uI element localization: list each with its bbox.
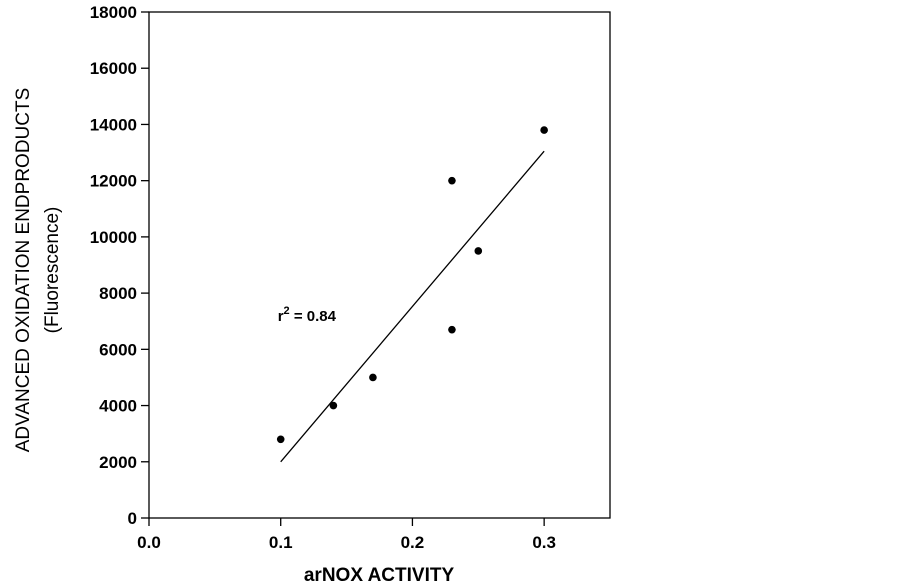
data-point: [329, 401, 338, 410]
data-point: [474, 247, 483, 255]
y-tick-label: 14000: [90, 115, 137, 134]
y-axis: 0 2000 4000 6000 8000 10000 12000 14000 16000 180…: [90, 3, 149, 528]
y-tick-label: 18000: [90, 3, 137, 22]
y-tick-label: 12000: [90, 172, 137, 191]
data-point: [540, 126, 548, 134]
x-tick-label: 0.3: [532, 533, 556, 552]
plot-frame: [148, 11, 611, 519]
regression-line: [280, 150, 545, 463]
x-axis: 0.0 0.1 0.2 0.3: [137, 518, 556, 552]
y-tick-label: 10000: [90, 228, 137, 247]
y-tick-label: 8000: [99, 284, 137, 303]
data-point: [276, 435, 285, 444]
x-tick-label: 0.0: [137, 533, 161, 552]
y-tick-label: 4000: [99, 397, 137, 416]
y-tick-label: 16000: [90, 59, 137, 78]
y-tick-label: 0: [128, 509, 137, 528]
x-axis-title: arNOX ACTIVITY: [304, 565, 455, 585]
data-points: [276, 126, 548, 444]
data-point: [448, 176, 456, 185]
data-point: [448, 325, 456, 334]
y-axis-title-line1: ADVANCED OXIDATION ENDPRODUCTS: [13, 88, 34, 453]
y-tick-label: 6000: [99, 340, 137, 359]
x-tick-label: 0.1: [269, 533, 293, 552]
data-point: [369, 373, 377, 382]
r-squared-annotation: r2 = 0.84: [278, 305, 337, 325]
y-axis-title-line2: (Fluorescence): [42, 207, 63, 334]
y-tick-label: 2000: [99, 453, 137, 472]
x-tick-label: 0.2: [401, 533, 425, 552]
